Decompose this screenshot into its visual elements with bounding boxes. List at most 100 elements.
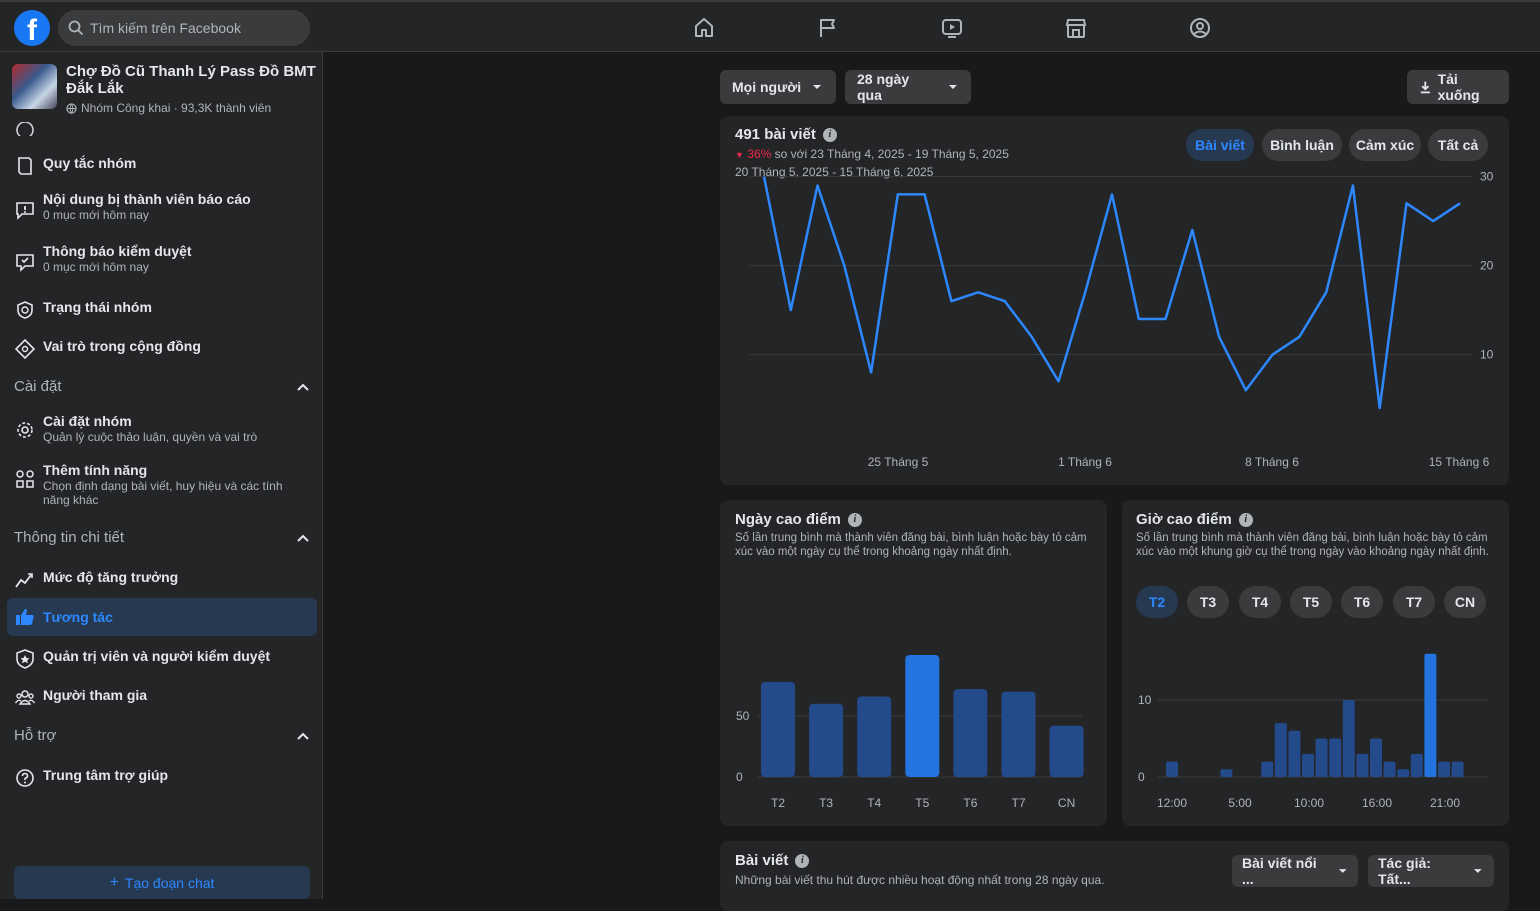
sidebar-item-label: Quản trị viên và người kiểm duyệt (43, 648, 271, 664)
group-name[interactable]: Chợ Đồ Cũ Thanh Lý Pass Đồ BMT Đắk Lắk (66, 63, 316, 97)
sidebar-item-activity-log[interactable] (7, 118, 317, 136)
sidebar-item-member-reported[interactable]: Nội dung bị thành viên báo cáo 0 mục mới … (7, 190, 317, 222)
chevron-up-icon[interactable] (296, 729, 310, 743)
create-chat-button[interactable]: + Tạo đoạn chat (14, 866, 310, 899)
hour-bar (1383, 761, 1396, 777)
peak-day-description: Số lần trung bình mà thành viên đăng bài… (735, 532, 1087, 558)
section-insights[interactable]: Thông tin chi tiết (14, 529, 310, 546)
day-tab-t7[interactable]: T7 (1393, 586, 1435, 618)
sort-label: Bài viết nổi ... (1242, 855, 1317, 887)
day-tab-t6[interactable]: T6 (1341, 586, 1383, 618)
sidebar-item-group-status[interactable]: Trạng thái nhóm (7, 298, 317, 320)
posts-line-chart: 10 20 30 25 Tháng 5 1 Tháng 6 8 Tháng 6 15 Thá… (750, 170, 1494, 469)
sidebar-item-engagement[interactable]: Tương tác (7, 598, 317, 636)
hour-bar (1370, 738, 1382, 777)
day-tab-t4[interactable]: T4 (1239, 586, 1281, 618)
info-icon[interactable]: i (847, 512, 862, 527)
sidebar-item-label: Thông báo kiểm duyệt (43, 243, 192, 259)
day-bar (809, 703, 844, 777)
posts-change: ▼ 36% so với 23 Tháng 4, 2025 - 19 Tháng… (735, 147, 1009, 163)
sort-dropdown[interactable]: Bài viết nổi ... (1232, 855, 1358, 887)
x-tick-label: 10:00 (1294, 796, 1324, 810)
audience-dropdown[interactable]: Mọi người (720, 70, 836, 104)
sidebar-item-sub: 0 mục mới hôm nay (43, 208, 149, 222)
audience-label: Mọi người (732, 79, 802, 95)
sidebar-item-moderation-alerts[interactable]: Thông báo kiểm duyệt 0 mục mới hôm nay (7, 242, 317, 274)
search-input[interactable] (90, 20, 290, 36)
shield-icon (15, 300, 35, 320)
caret-down-icon (813, 85, 822, 89)
x-tick-label: T5 (915, 796, 929, 810)
tab-reactions[interactable]: Cảm xúc (1349, 129, 1421, 161)
gaming-icon (1190, 18, 1210, 38)
nav-home[interactable] (680, 2, 804, 54)
hour-bar (1329, 738, 1342, 777)
top-posts-card: Bài viết i Những bài viết thu hút được n… (720, 841, 1509, 911)
x-tick-label: CN (1058, 796, 1075, 810)
top-posts-description: Những bài viết thu hút được nhiều hoạt đ… (735, 873, 1105, 887)
group-cover-thumbnail[interactable] (12, 64, 57, 109)
group-privacy-members: Nhóm Công khai · 93,3K thành viên (81, 101, 272, 115)
y-tick-label: 10 (1480, 348, 1494, 362)
search-box[interactable] (58, 10, 310, 46)
top-posts-title-text: Bài viết (735, 852, 789, 869)
day-tab-t3[interactable]: T3 (1187, 586, 1229, 618)
download-button[interactable]: Tải xuống (1407, 70, 1509, 104)
sidebar-item-participants[interactable]: Người tham gia (7, 686, 317, 708)
nav-video[interactable] (928, 2, 1052, 54)
x-tick-label: T2 (771, 796, 785, 810)
tab-all[interactable]: Tất cả (1428, 129, 1488, 161)
info-icon[interactable]: i (1238, 512, 1253, 527)
day-tab-t5[interactable]: T5 (1290, 586, 1332, 618)
y-tick-label: 0 (1138, 770, 1145, 784)
tab-posts[interactable]: Bài viết (1186, 129, 1254, 161)
day-bar (857, 696, 892, 777)
x-tick-label: 25 Tháng 5 (868, 455, 929, 469)
day-bar (1049, 725, 1084, 777)
change-comparison: so với 23 Tháng 4, 2025 - 19 Tháng 5, 20… (774, 147, 1009, 161)
peak-day-bar-chart: 0 50 T2 T3 T4 T5 T6 T7 CN (736, 655, 1084, 810)
day-bar (953, 689, 988, 777)
nav-gaming[interactable] (1176, 2, 1300, 54)
chevron-up-icon[interactable] (296, 380, 310, 394)
diamond-icon (14, 338, 36, 360)
sidebar-item-group-rules[interactable]: Quy tắc nhóm (7, 154, 317, 176)
nav-pages[interactable] (804, 2, 928, 54)
day-tab-cn[interactable]: CN (1444, 586, 1486, 618)
sidebar-item-community-roles[interactable]: Vai trò trong cộng đồng (7, 337, 317, 360)
x-tick-label: 5:00 (1228, 796, 1252, 810)
video-icon (942, 19, 962, 38)
change-percent: 36% (747, 147, 772, 161)
down-arrow-icon: ▼ (735, 150, 744, 160)
sidebar-item-add-features[interactable]: Thêm tính năng Chọn định dạng bài viết, h… (7, 461, 317, 507)
help-question-icon (15, 768, 35, 788)
create-chat-label: Tạo đoạn chat (124, 874, 215, 891)
peak-day-title: Ngày cao điểm i (735, 511, 862, 528)
date-range-dropdown[interactable]: 28 ngày qua (845, 70, 971, 104)
peak-hour-description: Số lần trung bình mà thành viên đăng bài… (1136, 532, 1489, 558)
hour-bar (1410, 753, 1423, 777)
tab-comments[interactable]: Bình luận (1262, 129, 1342, 161)
day-bar (1001, 691, 1036, 777)
day-tab-t2[interactable]: T2 (1136, 586, 1178, 618)
features-icon (15, 469, 35, 489)
group-meta: Nhóm Công khai · 93,3K thành viên (66, 101, 271, 115)
group-header[interactable]: Chợ Đồ Cũ Thanh Lý Pass Đồ BMT Đắk Lắk N… (0, 52, 322, 122)
section-support[interactable]: Hỗ trợ (14, 727, 310, 744)
info-icon[interactable]: i (795, 853, 810, 868)
info-icon[interactable]: i (822, 127, 837, 142)
author-dropdown[interactable]: Tác giả: Tất... (1368, 855, 1494, 887)
nav-marketplace[interactable] (1052, 2, 1176, 54)
sidebar-item-admins-moderators[interactable]: Quản trị viên và người kiểm duyệt (7, 647, 317, 669)
y-tick-label: 50 (736, 709, 750, 723)
y-tick-label: 0 (736, 770, 743, 784)
chevron-up-icon[interactable] (296, 531, 310, 545)
section-settings[interactable]: Cài đặt (14, 378, 310, 395)
sidebar-item-growth[interactable]: Mức độ tăng trưởng (7, 568, 317, 590)
sidebar-item-group-settings[interactable]: Cài đặt nhóm Quản lý cuộc thảo luận, quyề… (7, 412, 317, 444)
sidebar-item-help-center[interactable]: Trung tâm trợ giúp (7, 766, 317, 788)
facebook-logo[interactable]: f (14, 10, 50, 46)
x-tick-label: 16:00 (1362, 796, 1392, 810)
x-tick-label: 12:00 (1157, 796, 1187, 810)
report-icon (15, 200, 35, 220)
